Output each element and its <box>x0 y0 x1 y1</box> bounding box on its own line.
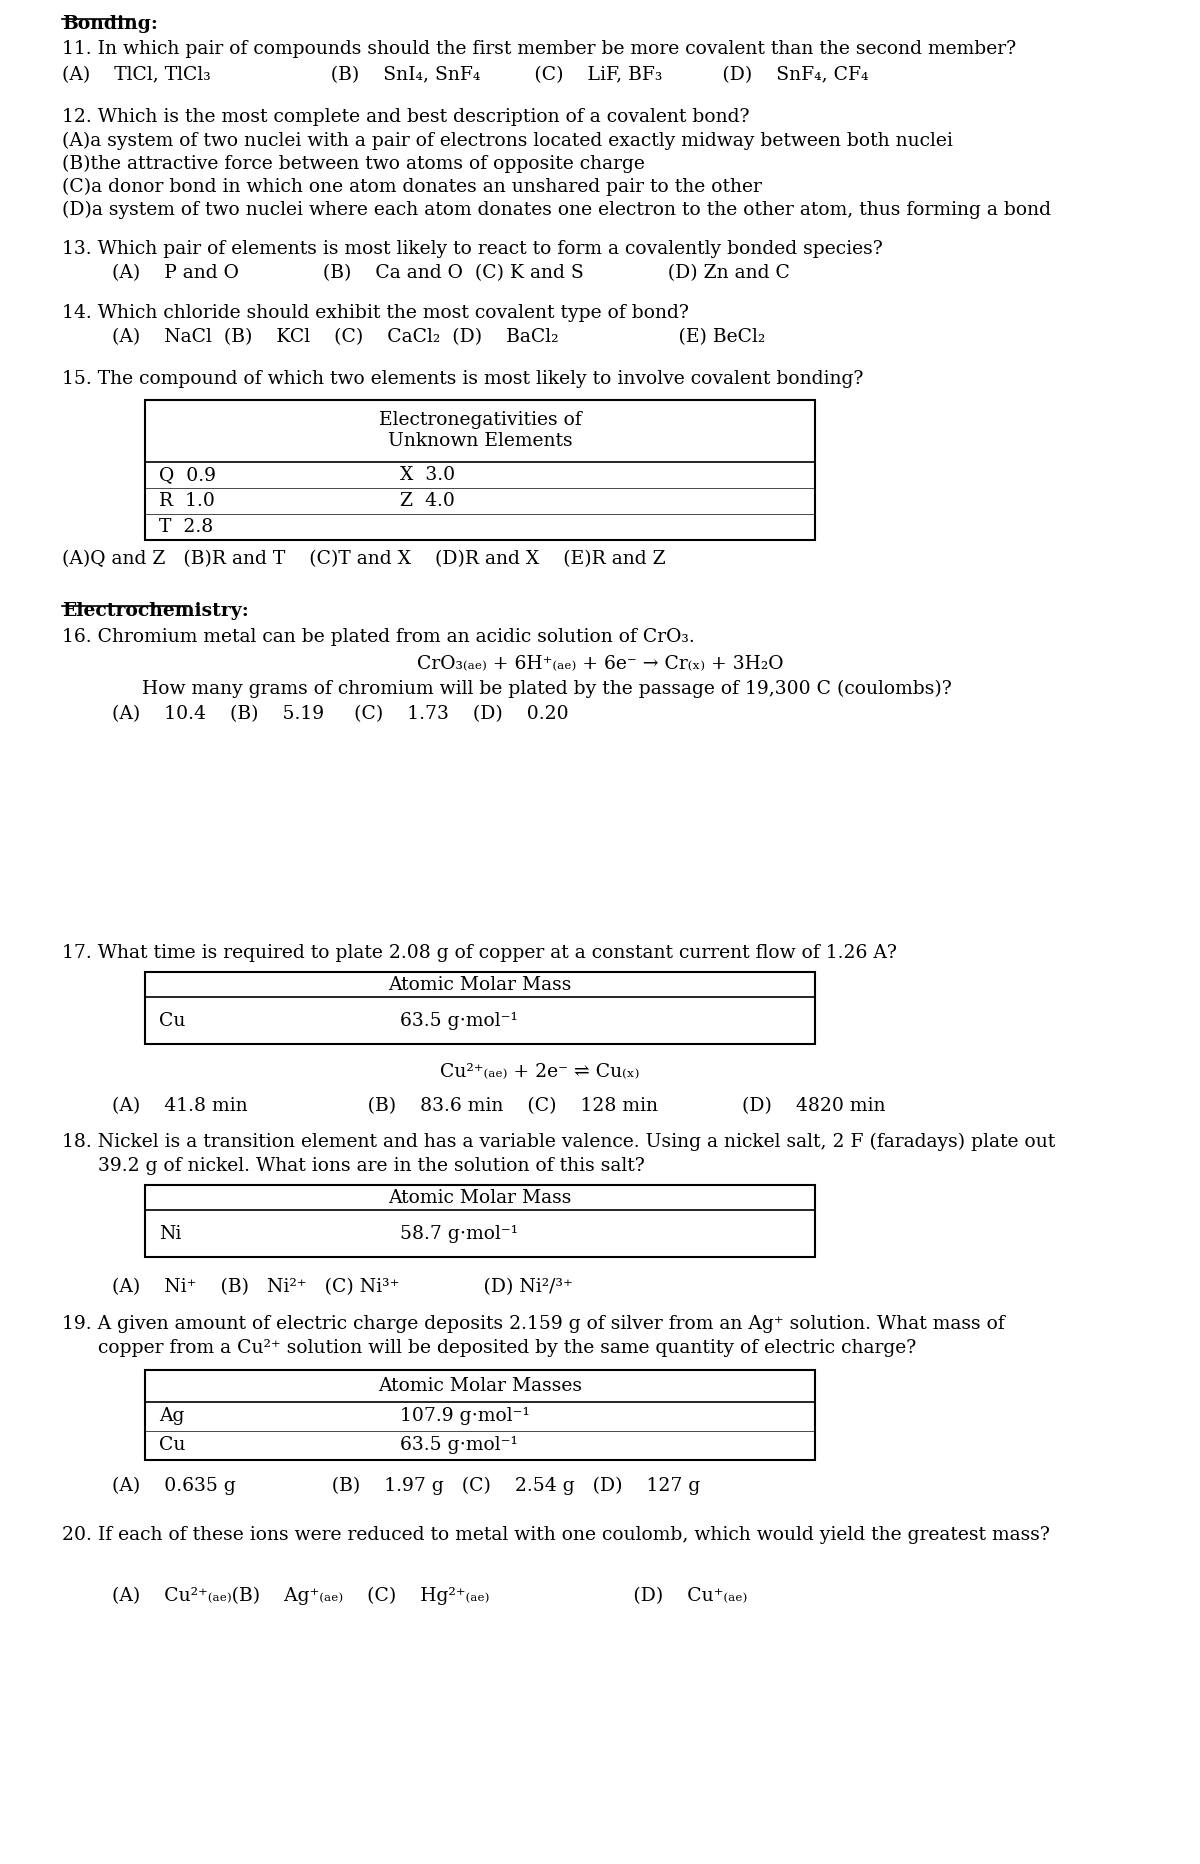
Text: Electronegativities of
Unknown Elements: Electronegativities of Unknown Elements <box>379 412 581 451</box>
Text: (A)    10.4    (B)    5.19     (C)    1.73    (D)    0.20: (A) 10.4 (B) 5.19 (C) 1.73 (D) 0.20 <box>113 705 569 723</box>
Text: (A)a system of two nuclei with a pair of electrons located exactly midway betwee: (A)a system of two nuclei with a pair of… <box>62 132 953 151</box>
Text: 15. The compound of which two elements is most likely to involve covalent bondin: 15. The compound of which two elements i… <box>62 369 864 388</box>
Text: Q  0.9: Q 0.9 <box>158 466 216 483</box>
Text: 19. A given amount of electric charge deposits 2.159 g of silver from an Ag⁺ sol: 19. A given amount of electric charge de… <box>62 1314 1006 1333</box>
Text: Electrochemistry:: Electrochemistry: <box>62 602 250 621</box>
Text: 58.7 g⋅mol⁻¹: 58.7 g⋅mol⁻¹ <box>400 1225 517 1243</box>
Text: Atomic Molar Masses: Atomic Molar Masses <box>378 1377 582 1394</box>
Bar <box>145 1370 815 1460</box>
Text: 63.5 g⋅mol⁻¹: 63.5 g⋅mol⁻¹ <box>400 1012 517 1029</box>
Text: 12. Which is the most complete and best description of a covalent bond?: 12. Which is the most complete and best … <box>62 108 750 127</box>
Text: (C)a donor bond in which one atom donates an unshared pair to the other: (C)a donor bond in which one atom donate… <box>62 177 762 196</box>
Text: 13. Which pair of elements is most likely to react to form a covalently bonded s: 13. Which pair of elements is most likel… <box>62 240 883 257</box>
Text: 14. Which chloride should exhibit the most covalent type of bond?: 14. Which chloride should exhibit the mo… <box>62 304 689 322</box>
Text: Bonding:: Bonding: <box>62 15 158 34</box>
Text: 107.9 g⋅mol⁻¹: 107.9 g⋅mol⁻¹ <box>400 1407 529 1426</box>
Text: 39.2 g of nickel. What ions are in the solution of this salt?: 39.2 g of nickel. What ions are in the s… <box>62 1158 646 1174</box>
Text: 20. If each of these ions were reduced to metal with one coulomb, which would yi: 20. If each of these ions were reduced t… <box>62 1527 1050 1543</box>
Text: Cu²⁺₍ₐₑ₎ + 2e⁻ ⇌ Cu₍ₓ₎: Cu²⁺₍ₐₑ₎ + 2e⁻ ⇌ Cu₍ₓ₎ <box>440 1062 640 1079</box>
Text: Ag: Ag <box>158 1407 185 1426</box>
Text: CrO₃₍ₐₑ₎ + 6H⁺₍ₐₑ₎ + 6e⁻ → Cr₍ₓ₎ + 3H₂O: CrO₃₍ₐₑ₎ + 6H⁺₍ₐₑ₎ + 6e⁻ → Cr₍ₓ₎ + 3H₂O <box>416 654 784 673</box>
Text: copper from a Cu²⁺ solution will be deposited by the same quantity of electric c: copper from a Cu²⁺ solution will be depo… <box>62 1338 917 1357</box>
Text: (A)    NaCl  (B)    KCl    (C)    CaCl₂  (D)    BaCl₂                    (E) BeC: (A) NaCl (B) KCl (C) CaCl₂ (D) BaCl₂ (E)… <box>113 328 766 347</box>
Text: Ni: Ni <box>158 1225 181 1243</box>
Text: (D)a system of two nuclei where each atom donates one electron to the other atom: (D)a system of two nuclei where each ato… <box>62 201 1051 220</box>
Text: Atomic Molar Mass: Atomic Molar Mass <box>389 1189 571 1206</box>
Text: 17. What time is required to plate 2.08 g of copper at a constant current flow o: 17. What time is required to plate 2.08 … <box>62 943 898 962</box>
Text: Z  4.0: Z 4.0 <box>400 492 455 509</box>
Text: X  3.0: X 3.0 <box>400 466 455 483</box>
Text: 18. Nickel is a transition element and has a variable valence. Using a nickel sa: 18. Nickel is a transition element and h… <box>62 1133 1056 1152</box>
Text: T  2.8: T 2.8 <box>158 518 214 537</box>
Text: 11. In which pair of compounds should the first member be more covalent than the: 11. In which pair of compounds should th… <box>62 39 1016 58</box>
Text: Atomic Molar Mass: Atomic Molar Mass <box>389 975 571 994</box>
Text: (B)the attractive force between two atoms of opposite charge: (B)the attractive force between two atom… <box>62 155 646 173</box>
Text: (A)    TlCl, TlCl₃                    (B)    SnI₄, SnF₄         (C)    LiF, BF₃ : (A) TlCl, TlCl₃ (B) SnI₄, SnF₄ (C) LiF, … <box>62 65 869 84</box>
Text: (A)    0.635 g                (B)    1.97 g   (C)    2.54 g   (D)    127 g: (A) 0.635 g (B) 1.97 g (C) 2.54 g (D) 12… <box>113 1476 701 1495</box>
Bar <box>145 1186 815 1256</box>
Text: 63.5 g⋅mol⁻¹: 63.5 g⋅mol⁻¹ <box>400 1437 517 1454</box>
Text: Cu: Cu <box>158 1012 185 1029</box>
Text: (A)    41.8 min                    (B)    83.6 min    (C)    128 min            : (A) 41.8 min (B) 83.6 min (C) 128 min <box>113 1098 886 1115</box>
Text: (A)    Cu²⁺₍ₐₑ₎(B)    Ag⁺₍ₐₑ₎    (C)    Hg²⁺₍ₐₑ₎                        (D)    C: (A) Cu²⁺₍ₐₑ₎(B) Ag⁺₍ₐₑ₎ (C) Hg²⁺₍ₐₑ₎ (D)… <box>113 1586 748 1605</box>
Text: How many grams of chromium will be plated by the passage of 19,300 C (coulombs)?: How many grams of chromium will be plate… <box>143 680 952 699</box>
Bar <box>145 971 815 1044</box>
Text: (A)    Ni⁺    (B)   Ni²⁺   (C) Ni³⁺              (D) Ni²/³⁺: (A) Ni⁺ (B) Ni²⁺ (C) Ni³⁺ (D) Ni²/³⁺ <box>113 1279 574 1295</box>
Bar <box>145 401 815 541</box>
Text: 16. Chromium metal can be plated from an acidic solution of CrO₃.: 16. Chromium metal can be plated from an… <box>62 628 695 647</box>
Text: Cu: Cu <box>158 1437 185 1454</box>
Text: R  1.0: R 1.0 <box>158 492 215 509</box>
Text: (A)    P and O              (B)    Ca and O  (C) K and S              (D) Zn and: (A) P and O (B) Ca and O (C) K and S (D)… <box>113 265 791 281</box>
Text: (A)Q and Z   (B)R and T    (C)T and X    (D)R and X    (E)R and Z: (A)Q and Z (B)R and T (C)T and X (D)R an… <box>62 550 666 569</box>
